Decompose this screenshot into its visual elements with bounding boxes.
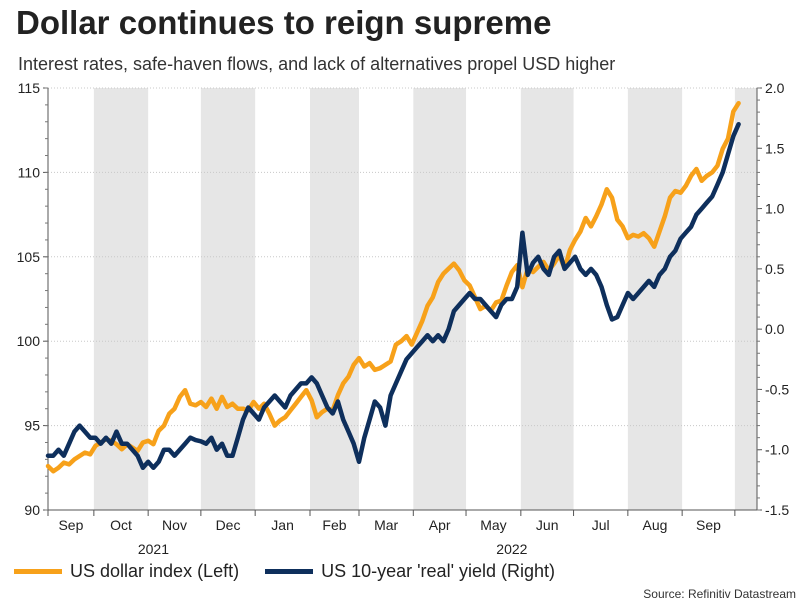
y-right-tick-label: 1.0 (765, 201, 785, 217)
x-month-label: Feb (322, 517, 346, 533)
month-shade-jun (520, 88, 574, 510)
y-right-tick-label: 1.5 (765, 140, 785, 156)
x-month-label: Nov (162, 517, 187, 533)
series-line-dxy (45, 100, 741, 474)
y-left-tick-label: 110 (18, 164, 41, 180)
y-left-tick-label: 100 (17, 333, 41, 349)
y-right-tick-label: -1.0 (765, 442, 789, 458)
x-month-label: Sep (58, 517, 83, 533)
x-month-label: Dec (216, 517, 241, 533)
y-left-tick-label: 90 (24, 502, 40, 518)
month-shade-oct-2022 (734, 88, 757, 510)
x-month-label: Oct (110, 517, 132, 533)
x-month-label: Jan (271, 517, 294, 533)
x-year-label: 2022 (496, 541, 527, 557)
x-month-label: May (480, 517, 506, 533)
legend-swatch-dxy (14, 569, 62, 574)
legend-swatch-real-yield (265, 569, 314, 574)
y-right-tick-label: 0.0 (765, 321, 785, 337)
chart-subtitle: Interest rates, safe-haven flows, and la… (18, 54, 616, 74)
month-shade-feb (309, 88, 360, 510)
month-shade-aug (627, 88, 683, 510)
y-left-tick-label: 95 (24, 418, 40, 434)
legend-label-real-yield: US 10-year 'real' yield (Right) (321, 561, 556, 581)
legend-label-dxy: US dollar index (Left) (70, 561, 240, 581)
month-shade-apr (413, 88, 467, 510)
month-shade-dec (200, 88, 256, 510)
y-left-tick-label: 115 (18, 80, 41, 96)
legend-item-real-yield: US 10-year 'real' yield (Right) (265, 561, 555, 582)
legend-item-dxy: US dollar index (Left) (14, 561, 239, 582)
y-left-tick-label: 105 (17, 249, 41, 265)
y-right-tick-label: 0.5 (765, 261, 785, 277)
y-right-tick-label: 2.0 (765, 80, 785, 96)
x-month-label: Jun (536, 517, 559, 533)
x-month-label: Sep (696, 517, 721, 533)
x-month-label: Aug (643, 517, 668, 533)
month-shading (93, 88, 757, 510)
source-note: Source: Refinitiv Datastream (643, 587, 796, 601)
series-lines (45, 100, 741, 474)
x-month-label: Mar (374, 517, 398, 533)
x-month-label: Jul (592, 517, 610, 533)
y-right-tick-label: -1.5 (765, 502, 789, 518)
series-line-real-yield (45, 121, 741, 471)
axes: 115 110 105 100 95 90 2.0 1.5 1.0 0.5 0.0 -0.5 -1.0 -… (17, 80, 790, 557)
y-right-tick-label: -0.5 (765, 381, 789, 397)
legend: US dollar index (Left) US 10-year 'real'… (14, 561, 581, 582)
x-year-label: 2021 (138, 541, 169, 557)
x-month-label: Apr (429, 517, 451, 533)
chart-title: Dollar continues to reign supreme (16, 4, 552, 41)
